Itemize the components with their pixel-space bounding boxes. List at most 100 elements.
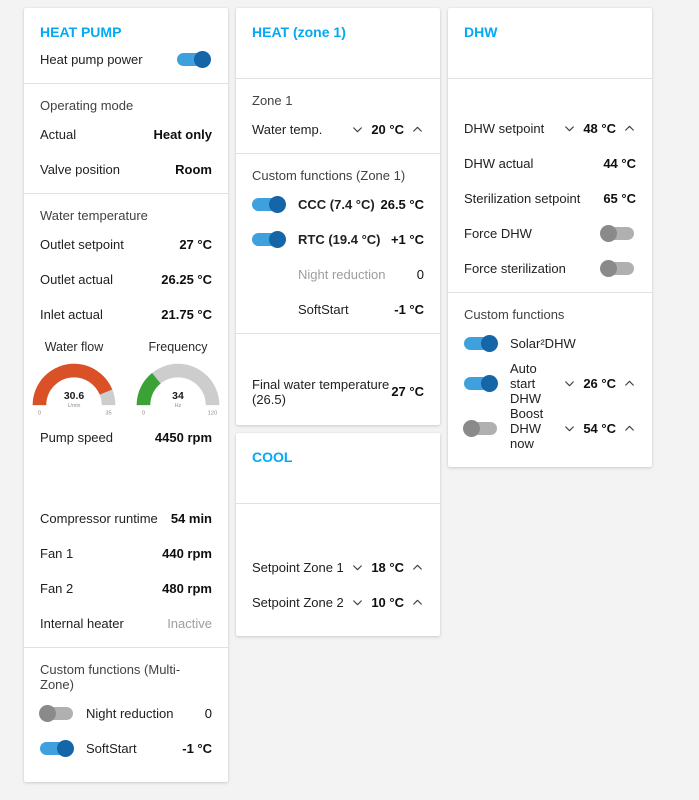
ccc-row: CCC (7.4 °C) 26.5 °C [252,187,424,222]
force-dhw-toggle[interactable] [600,225,634,242]
section-zone1: Zone 1 [252,93,293,108]
actual-row[interactable]: Actual Heat only [40,117,212,152]
chevron-up-icon[interactable] [411,596,424,609]
water-flow-gauge: 30.6 L/min 0 35 [32,363,116,417]
auto-start-dhw-toggle[interactable] [464,375,498,392]
softstart-toggle[interactable] [40,739,74,757]
compressor-runtime-row[interactable]: Compressor runtime 54 min [40,501,212,536]
chevron-down-icon[interactable] [351,596,364,609]
sterilization-setpoint-row[interactable]: Sterilization setpoint 65 °C [464,181,636,216]
row-value: -1 °C [182,740,212,756]
valve-position-row[interactable]: Valve position Room [40,152,212,187]
chevron-down-icon[interactable] [563,377,576,390]
row-label: DHW setpoint [464,121,545,136]
setpoint-zone1-row: Setpoint Zone 1 18 °C [252,550,424,585]
chevron-up-icon[interactable] [623,422,636,435]
night-reduction-toggle[interactable] [39,704,73,722]
row-label: Fan 2 [40,580,74,596]
spacer [40,455,212,501]
row-value: 54 min [170,510,212,526]
dhw-actual-row[interactable]: DHW actual 44 °C [464,146,636,181]
chevron-up-icon[interactable] [411,561,424,574]
dhw-card: DHW DHW setpoint 48 °C DHW actual 44 °C … [448,8,652,467]
section-custom-functions-multizone: Custom functions (Multi-Zone) [40,661,181,692]
row-label: Sterilization setpoint [464,191,581,206]
ccc-toggle[interactable] [252,196,286,213]
divider [448,292,652,293]
softstart-zone1-row[interactable]: SoftStart -1 °C [252,292,424,327]
solar2dhw-row: Solar²DHW [464,326,636,361]
row-value: 480 rpm [162,580,212,596]
row-value: 440 rpm [162,545,212,561]
toggle-knob [463,420,480,437]
gauge-unit: L/min [68,403,81,409]
heat-pump-power-row: Heat pump power [40,42,212,77]
gauge-min: 0 [142,411,145,417]
divider [236,503,440,504]
column-heat-pump: HEAT PUMP Heat pump power Operating mode… [24,8,228,782]
auto-start-dhw-row: Auto start DHW 26 °C [464,361,636,406]
dhw-setpoint-row: DHW setpoint 48 °C [464,111,636,146]
row-label: Heat pump power [40,52,143,67]
outlet-actual-row[interactable]: Outlet actual 26.25 °C [40,262,212,297]
setpoint-zone1-stepper: 18 °C [351,560,424,575]
row-label: Fan 1 [40,545,74,561]
heat-pump-card-title: HEAT PUMP [40,24,122,40]
fan2-row[interactable]: Fan 2 480 rpm [40,571,212,606]
stepper-value: 20 °C [371,122,404,137]
boost-dhw-toggle[interactable] [463,420,497,437]
section-custom-functions-dhw: Custom functions [464,307,565,322]
force-sterilization-toggle[interactable] [600,260,634,277]
final-water-temperature-row[interactable]: Final water temperature (26.5) 27 °C [252,374,424,409]
toggle-knob [269,231,286,248]
pump-speed-row[interactable]: Pump speed 4450 rpm [40,420,212,455]
dhw-card-title: DHW [464,24,498,40]
internal-heater-row[interactable]: Internal heater Inactive [40,606,212,641]
chevron-up-icon[interactable] [623,377,636,390]
row-label: Solar²DHW [510,336,576,351]
boost-dhw-row: Boost DHW now 54 °C [463,406,636,451]
outlet-setpoint-row[interactable]: Outlet setpoint 27 °C [40,227,212,262]
heat-zone1-card: HEAT (zone 1) Zone 1 Water temp. 20 °C C… [236,8,440,425]
inlet-actual-row[interactable]: Inlet actual 21.75 °C [40,297,212,332]
heat-pump-power-toggle[interactable] [177,51,211,68]
gauge-title: Frequency [148,340,208,354]
stepper-value: 48 °C [583,121,616,136]
toggle-knob [481,335,498,352]
row-value: 27 °C [179,237,212,252]
chevron-down-icon[interactable] [351,561,364,574]
section-water-temperature: Water temperature [40,208,148,223]
row-label: Force DHW [464,226,532,241]
row-value: -1 °C [394,302,424,317]
night-reduction-zone1-row[interactable]: Night reduction 0 [252,257,424,292]
chevron-down-icon[interactable] [563,422,576,435]
water-temp-row: Water temp. 20 °C [252,112,424,147]
row-value: Room [175,162,212,177]
solar2dhw-toggle[interactable] [464,335,498,352]
row-label: Water temp. [252,122,323,137]
dashboard: HEAT PUMP Heat pump power Operating mode… [24,8,652,782]
chevron-down-icon[interactable] [351,123,364,136]
divider [448,78,652,79]
fan1-row[interactable]: Fan 1 440 rpm [40,536,212,571]
frequency-gauge-block: Frequency 34 Hz 0 120 [133,340,223,418]
gauge-unit: Hz [175,403,182,409]
cool-card: COOL Setpoint Zone 1 18 °C Setpoint Zone… [236,433,440,636]
divider [24,646,228,648]
gauge-min: 0 [38,411,41,417]
auto-start-dhw-stepper: 26 °C [563,376,636,391]
row-label: DHW actual [464,156,534,171]
spacer [252,42,424,72]
row-label: Setpoint Zone 2 [252,595,344,610]
chevron-up-icon[interactable] [623,122,636,135]
row-label: Pump speed [40,429,113,445]
row-label: CCC (7.4 °C) [298,197,375,212]
row-label: Outlet actual [40,272,113,287]
row-label: Night reduction [298,267,386,282]
divider [236,333,440,334]
chevron-down-icon[interactable] [563,122,576,135]
night-reduction-row: Night reduction 0 [39,696,212,731]
rtc-toggle[interactable] [252,231,286,248]
row-label: Outlet setpoint [40,237,124,252]
chevron-up-icon[interactable] [411,123,424,136]
